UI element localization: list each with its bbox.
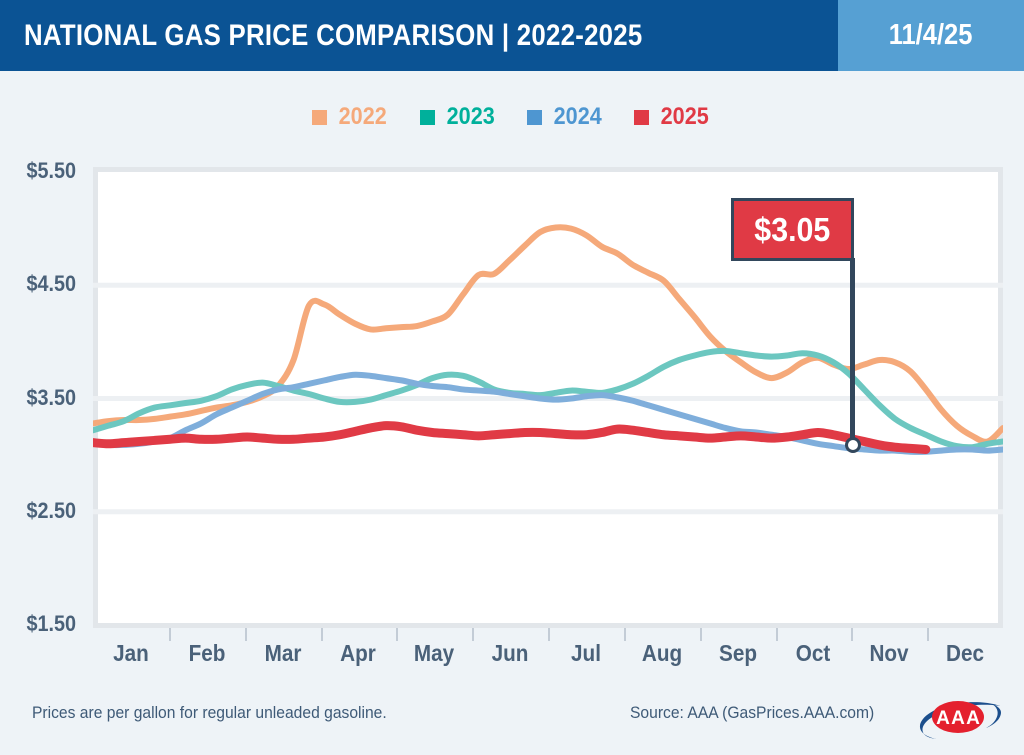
legend-item-2025[interactable]: 2025 <box>634 103 711 131</box>
x-axis-tick-label: Jun <box>491 640 529 666</box>
legend-label: 2025 <box>661 103 710 130</box>
y-axis-tick-label: $3.50 <box>26 384 76 410</box>
x-axis-tick-label: Mar <box>264 640 301 666</box>
price-callout-box: $3.05 <box>731 198 854 261</box>
x-axis-tick-label: Apr <box>340 640 377 666</box>
svg-text:A: A <box>936 708 950 729</box>
price-callout-label: $3.05 <box>754 210 831 248</box>
price-callout-marker <box>845 437 861 453</box>
footer-note: Prices are per gallon for regular unlead… <box>32 703 387 722</box>
legend-swatch-icon <box>312 109 328 125</box>
legend-swatch-icon <box>527 109 542 125</box>
header-title-container: NATIONAL GAS PRICE COMPARISON | 2022-202… <box>0 0 838 71</box>
header-bar: NATIONAL GAS PRICE COMPARISON | 2022-202… <box>0 0 1024 71</box>
x-axis-tick-label: Jan <box>113 640 149 666</box>
x-axis-tick-mark <box>548 628 550 641</box>
x-axis-tick-label: Oct <box>796 640 831 666</box>
legend-label: 2024 <box>553 103 602 130</box>
report-date: 11/4/25 <box>889 19 973 51</box>
x-axis-tick-label: Feb <box>188 640 226 666</box>
y-axis-tick-label: $1.50 <box>26 611 76 636</box>
y-axis-labels: $5.50 $4.50 $3.50 $2.50 $1.50 <box>0 0 86 755</box>
footer-source: Source: AAA (GasPrices.AAA.com) <box>630 703 875 722</box>
x-axis-tick-label: Jul <box>570 640 601 666</box>
series-lines <box>93 224 1003 515</box>
x-axis-tick-mark <box>244 628 247 641</box>
legend-label: 2023 <box>446 103 495 130</box>
x-axis-tick-mark <box>623 628 626 641</box>
x-axis-tick-mark <box>320 628 323 641</box>
chart-plot-area <box>93 167 1003 628</box>
y-axis-tick-label: $4.50 <box>26 271 76 297</box>
x-axis-tick-label: Aug <box>641 640 682 666</box>
legend-item-2022[interactable]: 2022 <box>312 103 389 131</box>
legend-swatch-icon <box>419 109 435 125</box>
header-date-container: 11/4/25 <box>838 0 1024 71</box>
x-axis-tick-label: Nov <box>869 640 909 666</box>
x-axis-tick-label: May <box>414 640 455 666</box>
svg-text:A: A <box>966 708 980 729</box>
legend-item-2024[interactable]: 2024 <box>527 103 604 131</box>
plot-inner <box>93 167 1003 628</box>
x-axis-tick-label: Dec <box>946 640 985 666</box>
legend-swatch-icon <box>634 109 650 125</box>
price-callout-stem <box>850 258 855 444</box>
x-axis-tick-mark <box>472 628 475 641</box>
x-axis-tick-mark <box>775 628 778 641</box>
x-axis-tick-label: Sep <box>718 640 757 666</box>
y-axis-tick-label: $2.50 <box>26 497 76 523</box>
series-line-2025 <box>93 421 931 454</box>
y-axis-tick-label: $5.50 <box>26 158 76 183</box>
chart-legend: 2022 2023 2024 2025 <box>0 103 1024 131</box>
x-axis-tick-mark <box>851 628 854 641</box>
page-title: NATIONAL GAS PRICE COMPARISON | 2022-202… <box>24 18 643 52</box>
x-axis-labels: Jan Feb Mar Apr May Jun Jul Aug Sep Oct Nov Dec <box>93 628 1003 676</box>
x-axis-tick-mark <box>396 628 399 641</box>
legend-label: 2022 <box>338 103 387 130</box>
x-axis-tick-mark <box>927 628 930 641</box>
x-axis-tick-mark <box>168 628 171 641</box>
legend-item-2023[interactable]: 2023 <box>419 103 497 131</box>
x-axis-tick-mark <box>699 628 702 641</box>
svg-text:A: A <box>951 708 965 729</box>
